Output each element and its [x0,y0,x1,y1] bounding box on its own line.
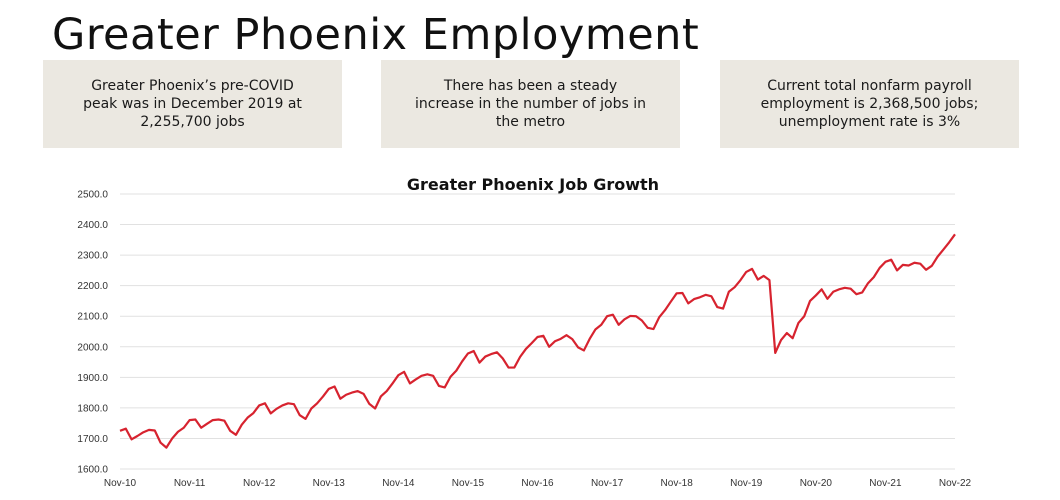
info-box-steady-increase: There has been a steady increase in the … [381,60,680,148]
x-tick-label: Nov-10 [104,478,137,489]
page-title: Greater Phoenix Employment [52,10,700,60]
y-tick-label: 1600.0 [77,465,108,476]
x-axis-ticks: Nov-10 Nov-11 Nov-12 Nov-13 Nov-14 Nov-15 Nov-… [104,478,972,489]
x-tick-label: Nov-18 [661,478,694,489]
x-tick-label: Nov-19 [730,478,763,489]
info-box-pre-covid-peak: Greater Phoenix’s pre-COVID peak was in … [43,60,342,148]
chart-gridlines [120,193,955,470]
x-tick-label: Nov-17 [591,478,624,489]
x-tick-label: Nov-22 [939,478,972,489]
y-tick-label: 1700.0 [77,434,108,445]
info-box-text: There has been a steady increase in the … [415,78,646,130]
y-tick-label: 1900.0 [77,373,108,384]
x-tick-label: Nov-15 [452,478,485,489]
x-tick-label: Nov-21 [869,478,902,489]
info-box-text: Current total nonfarm payroll employment… [760,78,979,130]
y-tick-label: 2300.0 [77,251,108,262]
x-tick-label: Nov-13 [313,478,346,489]
y-tick-label: 2400.0 [77,220,108,231]
x-tick-label: Nov-11 [174,478,206,489]
y-tick-label: 2500.0 [77,190,108,201]
x-tick-label: Nov-20 [800,478,833,489]
x-tick-label: Nov-16 [521,478,554,489]
info-box-current-employment: Current total nonfarm payroll employment… [720,60,1019,148]
chart-title: Greater Phoenix Job Growth [407,175,659,194]
y-tick-label: 2200.0 [77,281,108,292]
series-line-job-growth [119,233,956,449]
y-tick-label: 1800.0 [77,403,108,414]
y-tick-label: 2100.0 [77,312,108,323]
x-tick-label: Nov-14 [382,478,415,489]
y-axis-ticks: 1600.0 1700.0 1800.0 1900.0 2000.0 2100.0 2200… [77,190,108,476]
y-tick-label: 2000.0 [77,342,108,353]
x-tick-label: Nov-12 [243,478,276,489]
info-box-text: Greater Phoenix’s pre-COVID peak was in … [83,78,302,130]
